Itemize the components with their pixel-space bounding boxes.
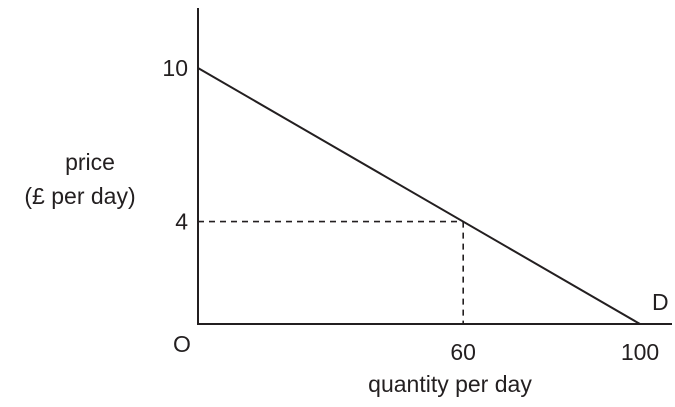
x-tick-label-60: 60: [450, 339, 476, 365]
series-label-0: D: [652, 289, 669, 315]
origin-label: O: [173, 331, 191, 357]
chart-marks: D 4 10 60 100: [162, 8, 672, 365]
y-axis-label-line1: price: [65, 149, 115, 175]
y-tick-label-10: 10: [162, 55, 188, 81]
y-axis-label-line2: (£ per day): [24, 183, 135, 209]
y-tick-label-4: 4: [175, 209, 188, 235]
x-tick-label-100: 100: [621, 339, 659, 365]
demand-line-0: [197, 67, 641, 325]
x-axis-label: quantity per day: [368, 371, 532, 397]
